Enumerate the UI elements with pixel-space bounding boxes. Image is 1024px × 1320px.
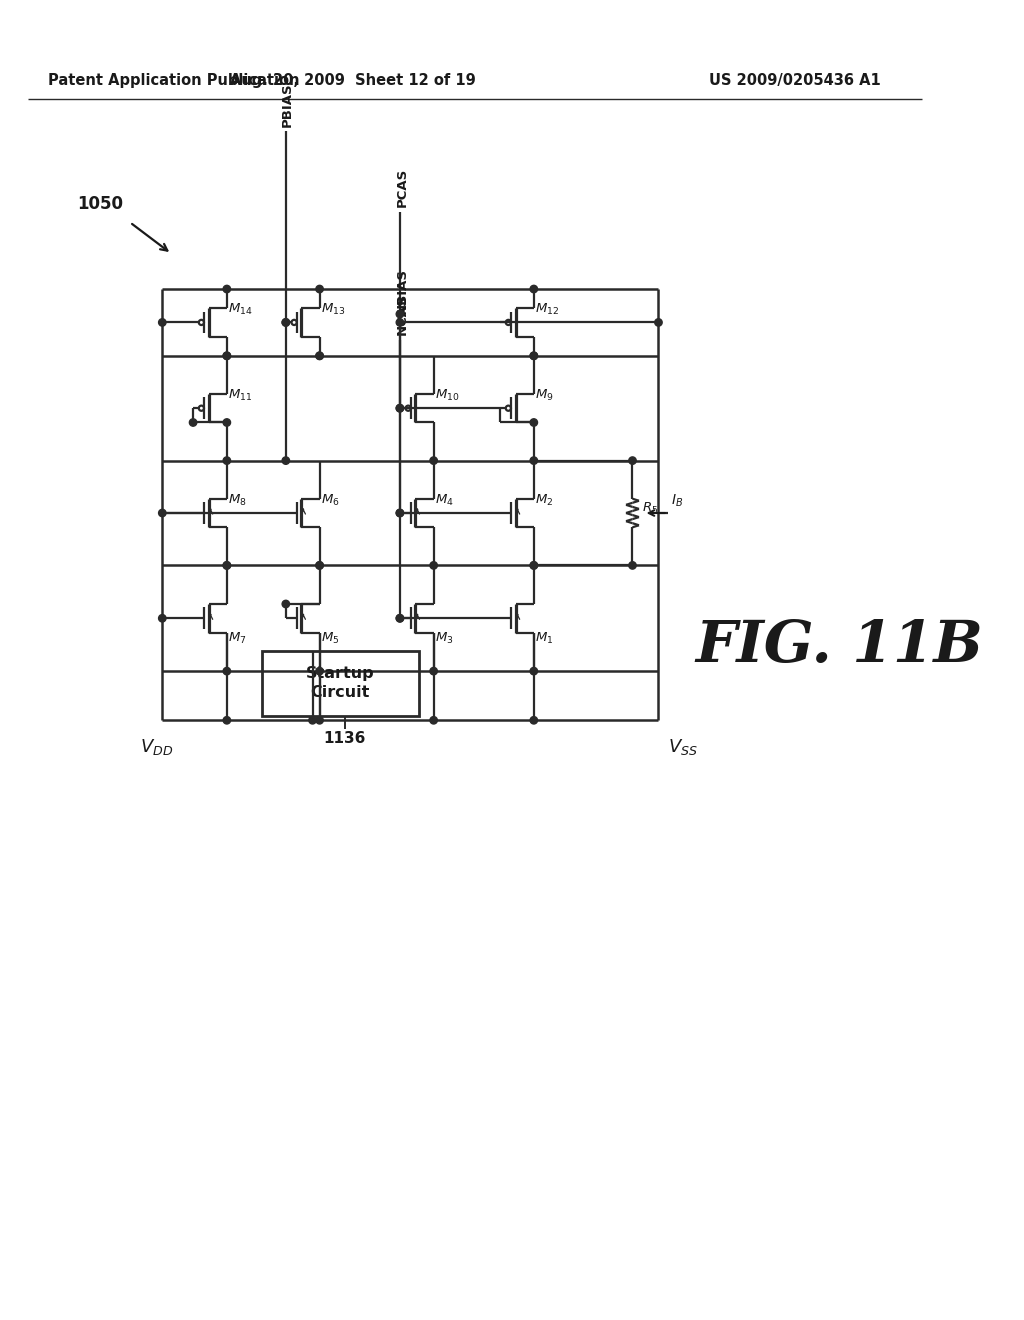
Text: $M_{5}$: $M_{5}$: [321, 631, 339, 647]
Circle shape: [530, 352, 538, 359]
Circle shape: [223, 418, 230, 426]
Circle shape: [629, 562, 636, 569]
Circle shape: [223, 285, 230, 293]
Text: $M_{3}$: $M_{3}$: [435, 631, 454, 647]
Circle shape: [283, 318, 290, 326]
Circle shape: [223, 562, 230, 569]
Circle shape: [396, 615, 403, 622]
Circle shape: [396, 318, 403, 326]
Text: $M_{9}$: $M_{9}$: [536, 388, 554, 403]
Text: $M_{6}$: $M_{6}$: [321, 492, 340, 508]
Circle shape: [189, 418, 197, 426]
Circle shape: [223, 717, 230, 723]
Text: NCAS: NCAS: [395, 294, 409, 335]
Text: PBIAS: PBIAS: [282, 82, 294, 127]
Circle shape: [629, 457, 636, 465]
Text: $M_{8}$: $M_{8}$: [228, 492, 247, 508]
Text: Circuit: Circuit: [310, 685, 370, 700]
Circle shape: [396, 615, 403, 622]
Circle shape: [430, 562, 437, 569]
Circle shape: [315, 352, 324, 359]
Circle shape: [430, 668, 437, 675]
Text: PCAS: PCAS: [395, 168, 409, 207]
Circle shape: [530, 717, 538, 723]
Text: $M_{2}$: $M_{2}$: [536, 492, 553, 508]
Text: Aug. 20, 2009  Sheet 12 of 19: Aug. 20, 2009 Sheet 12 of 19: [229, 73, 475, 88]
Text: $M_{11}$: $M_{11}$: [228, 388, 253, 403]
Text: $V_{DD}$: $V_{DD}$: [140, 737, 173, 756]
Circle shape: [530, 668, 538, 675]
Circle shape: [530, 457, 538, 465]
Circle shape: [396, 404, 403, 412]
Circle shape: [315, 562, 324, 569]
Text: US 2009/0205436 A1: US 2009/0205436 A1: [710, 73, 882, 88]
Text: Patent Application Publication: Patent Application Publication: [48, 73, 300, 88]
Circle shape: [159, 318, 166, 326]
Circle shape: [654, 318, 663, 326]
Circle shape: [283, 318, 290, 326]
Circle shape: [315, 717, 324, 723]
Circle shape: [430, 717, 437, 723]
Text: $M_{7}$: $M_{7}$: [228, 631, 247, 647]
Text: $M_{1}$: $M_{1}$: [536, 631, 554, 647]
Circle shape: [396, 510, 403, 516]
Text: $V_{SS}$: $V_{SS}$: [668, 737, 697, 756]
Text: $I_B$: $I_B$: [672, 492, 684, 510]
Circle shape: [283, 601, 290, 607]
Text: $M_{13}$: $M_{13}$: [321, 302, 345, 317]
Circle shape: [530, 562, 538, 569]
Circle shape: [530, 285, 538, 293]
Circle shape: [309, 717, 316, 723]
Text: $M_{12}$: $M_{12}$: [536, 302, 559, 317]
Circle shape: [315, 285, 324, 293]
Circle shape: [223, 562, 230, 569]
Bar: [261, 651, 419, 715]
Circle shape: [223, 352, 230, 359]
Text: Startup: Startup: [306, 667, 375, 681]
Circle shape: [283, 457, 290, 465]
Text: $M_{10}$: $M_{10}$: [435, 388, 460, 403]
Circle shape: [159, 510, 166, 516]
Circle shape: [530, 562, 538, 569]
Text: 1136: 1136: [324, 731, 367, 746]
Circle shape: [223, 668, 230, 675]
Circle shape: [396, 310, 403, 318]
Circle shape: [530, 352, 538, 359]
Circle shape: [315, 352, 324, 359]
Text: $M_{14}$: $M_{14}$: [228, 302, 253, 317]
Circle shape: [223, 457, 230, 465]
Circle shape: [159, 615, 166, 622]
Text: FIG. 11B: FIG. 11B: [695, 618, 983, 675]
Circle shape: [396, 510, 403, 516]
Text: 1050: 1050: [77, 195, 123, 213]
Circle shape: [530, 418, 538, 426]
Text: NBIAS: NBIAS: [395, 268, 409, 314]
Text: $M_{4}$: $M_{4}$: [435, 492, 454, 508]
Circle shape: [396, 404, 403, 412]
Circle shape: [430, 457, 437, 465]
Circle shape: [315, 668, 324, 675]
Circle shape: [223, 352, 230, 359]
Text: $R_5$: $R_5$: [642, 500, 658, 516]
Circle shape: [315, 562, 324, 569]
